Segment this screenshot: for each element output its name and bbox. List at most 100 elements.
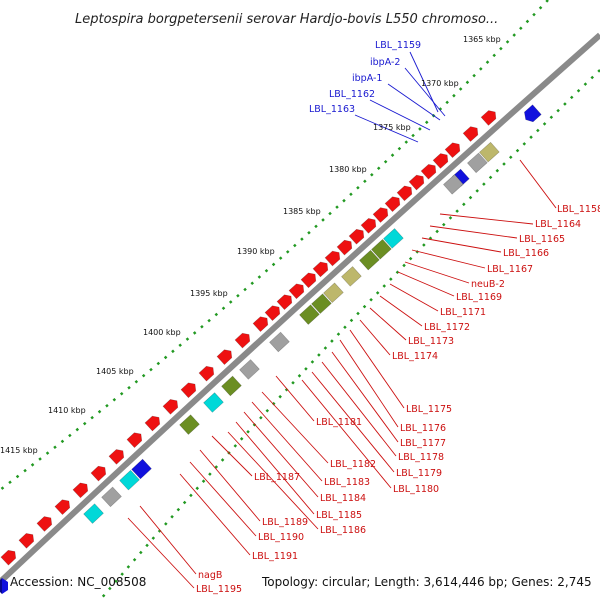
forward-gene-arrow[interactable] [126,430,145,449]
inner-track-feature[interactable] [466,152,488,174]
inner-track-feature[interactable] [299,304,320,325]
forward-gene-arrow[interactable] [444,140,463,159]
forward-gene-arrow[interactable] [462,124,481,142]
forward-gene-arrow[interactable] [162,397,181,415]
gene-label[interactable]: LBL_1180 [393,484,439,495]
gene-label[interactable]: LBL_1189 [262,517,308,528]
gene-label[interactable]: LBL_1178 [398,452,444,463]
forward-gene-arrow[interactable] [360,216,379,234]
forward-gene-arrow[interactable] [180,380,199,399]
gene-label[interactable]: LBL_1177 [400,438,446,449]
inner-track-feature[interactable] [179,414,200,435]
inner-track-feature[interactable] [131,458,152,480]
gene-label[interactable]: LBL_1183 [324,477,370,488]
inner-track-feature[interactable] [359,249,380,271]
forward-gene-arrow[interactable] [72,480,91,499]
gene-label[interactable]: LBL_1169 [456,292,502,303]
forward-gene-arrow[interactable] [36,514,55,532]
inner-track-feature[interactable] [203,392,224,413]
inner-track-feature[interactable] [443,174,464,195]
gene-label[interactable]: LBL_1174 [392,351,438,362]
inner-track-feature[interactable] [383,228,404,249]
forward-gene-arrow[interactable] [18,531,37,549]
leader-line [139,505,197,575]
gene-label[interactable]: LBL_1181 [316,417,362,428]
forward-gene-arrow[interactable] [324,248,343,267]
forward-gene-arrow[interactable] [276,292,295,311]
forward-gene-arrow[interactable] [348,227,367,245]
gene-label[interactable]: nagB [198,570,222,581]
tick-label: 1370 kbp [421,79,459,88]
inner-track-feature[interactable] [311,293,332,314]
gene-label[interactable]: LBL_1165 [519,234,565,245]
inner-track-feature[interactable] [239,359,260,380]
forward-gene-arrow[interactable] [252,314,271,332]
gene-label[interactable]: neuB-2 [471,279,505,290]
gene-label[interactable]: LBL_1191 [252,551,298,562]
gene-label[interactable]: LBL_1175 [406,404,452,415]
forward-gene-arrow[interactable] [0,548,19,566]
gene-label[interactable]: LBL_1190 [258,532,304,543]
inner-track-feature[interactable] [269,331,290,353]
forward-gene-arrow[interactable] [264,303,283,322]
gene-label[interactable]: LBL_1167 [487,264,533,275]
inner-track-feature[interactable] [323,282,344,304]
gene-label[interactable]: LBL_1186 [320,525,366,536]
gene-label[interactable]: LBL_1173 [408,336,454,347]
gene-label[interactable]: LBL_1166 [503,248,549,259]
inner-track-feature[interactable] [371,238,392,260]
outer-tick-ring [0,0,549,491]
gene-label[interactable]: ibpA-1 [352,73,382,84]
inner-track-feature[interactable] [341,266,362,287]
gene-label[interactable]: LBL_1163 [309,104,355,115]
forward-gene-arrow[interactable] [396,183,415,202]
leader-line [331,351,399,443]
forward-gene-arrow[interactable] [420,162,439,180]
forward-gene-arrow[interactable] [234,330,253,349]
forward-gene-arrow[interactable] [336,237,355,256]
gene-label[interactable]: LBL_1172 [424,322,470,333]
forward-gene-arrow[interactable] [300,270,319,289]
forward-gene-arrow[interactable] [480,108,499,126]
gene-label[interactable]: LBL_1164 [535,219,581,230]
forward-gene-arrow[interactable] [372,205,391,223]
inner-track-feature[interactable] [119,469,140,491]
inner-track-feature[interactable] [221,375,242,397]
forward-gene-arrow[interactable] [198,364,217,382]
leader-line [387,83,441,121]
forward-gene-arrow[interactable] [144,413,163,432]
forward-gene-arrow[interactable] [432,151,451,169]
gene-label[interactable]: LBL_1195 [196,584,242,595]
gene-label[interactable]: LBL_1182 [330,459,376,470]
inner-track-feature[interactable] [521,104,542,125]
gene-label[interactable]: LBL_1158 [557,204,600,215]
leader-line [404,67,446,117]
leader-line [389,283,439,312]
gene-label[interactable]: ibpA-2 [370,57,400,68]
forward-gene-arrow[interactable] [108,447,127,465]
forward-gene-arrow[interactable] [216,347,235,365]
forward-gene-arrow[interactable] [54,497,73,516]
forward-gene-arrow[interactable] [408,172,427,191]
forward-gene-arrow[interactable] [288,281,307,300]
gene-label[interactable]: LBL_1179 [396,468,442,479]
forward-gene-arrow[interactable] [312,259,331,278]
inner-track-feature[interactable] [83,503,104,524]
tick-label: 1375 kbp [373,123,411,132]
gene-label[interactable]: LBL_1159 [375,40,421,51]
gene-label[interactable]: LBL_1184 [320,493,366,504]
tick-labels: 1365 kbp 1370 kbp 1375 kbp 1380 kbp 1385… [0,35,501,455]
forward-gene-arrow[interactable] [90,463,109,482]
inner-track-feature[interactable] [101,486,122,508]
gene-label[interactable]: LBL_1171 [440,307,486,318]
leader-line [227,431,319,530]
gene-label[interactable]: LBL_1162 [329,89,375,100]
tick-label: 1385 kbp [283,207,321,216]
gene-label[interactable]: LBL_1176 [400,423,446,434]
gene-label[interactable]: LBL_1187 [254,472,300,483]
inner-track-feature[interactable] [478,141,500,163]
leader-line [179,473,251,556]
forward-gene-arrow[interactable] [384,194,403,213]
tick-label: 1380 kbp [329,165,367,174]
gene-label[interactable]: LBL_1185 [316,510,362,521]
